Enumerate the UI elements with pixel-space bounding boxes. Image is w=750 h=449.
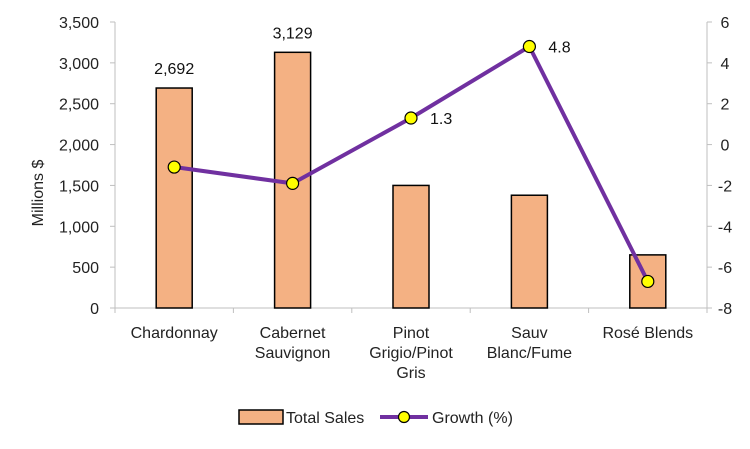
left-tick-label: 2,000 xyxy=(59,138,99,155)
bar-data-label: 3,129 xyxy=(273,25,313,42)
bar-series-total-sales xyxy=(155,51,667,309)
x-tick-label: Cabernet Sauvignon xyxy=(255,325,331,362)
bar-total-sales xyxy=(629,254,667,309)
left-tick-label: 3,000 xyxy=(59,56,99,73)
y-axis-title: Millions $ xyxy=(30,160,47,227)
x-tick-label: Pinot Grigio/Pinot Gris xyxy=(369,325,453,382)
right-tick-label: 2 xyxy=(721,97,730,114)
bar-total-sales xyxy=(392,184,430,309)
bar-data-label: 2,692 xyxy=(154,61,194,78)
growth-point xyxy=(167,160,181,174)
growth-point xyxy=(404,111,418,125)
growth-point xyxy=(286,176,300,190)
right-tick-label: -8 xyxy=(718,301,732,318)
line-data-label: 1.3 xyxy=(430,111,452,128)
right-tick-label: -4 xyxy=(718,219,732,236)
legend-swatch-growth-marker xyxy=(397,410,411,424)
data-labels: 2,692 3,129 1.3 4.8 xyxy=(154,25,571,128)
line-data-label: 4.8 xyxy=(548,40,570,57)
legend-swatch-total-sales xyxy=(238,409,284,425)
x-tick-label: Rosé Blends xyxy=(602,325,693,342)
x-tick-label: Sauv Blanc/Fume xyxy=(487,325,572,362)
left-tick-label: 2,500 xyxy=(59,97,99,114)
legend: Total Sales Growth (%) xyxy=(238,409,513,427)
x-tick-label: Chardonnay xyxy=(131,325,218,342)
right-tick-label: 0 xyxy=(721,138,730,155)
left-tick-label: 1,500 xyxy=(59,178,99,195)
right-tick-label: 6 xyxy=(721,15,730,32)
left-tick-label: 3,500 xyxy=(59,15,99,32)
right-tick-label: 4 xyxy=(721,56,730,73)
legend-label-growth: Growth (%) xyxy=(432,410,513,427)
bar-total-sales xyxy=(155,87,193,309)
growth-point xyxy=(641,274,655,289)
left-tick-label: 500 xyxy=(72,260,99,277)
legend-label-total-sales: Total Sales xyxy=(286,410,364,427)
right-tick-label: -2 xyxy=(718,178,732,195)
bar-total-sales xyxy=(510,194,549,309)
axes: 0 500 1,000 1,500 2,000 2,500 3,000 3,500 -8 -6 -4… xyxy=(59,15,732,382)
left-tick-label: 0 xyxy=(90,301,99,318)
line-series-growth xyxy=(167,39,655,289)
right-tick-label: -6 xyxy=(718,260,732,277)
growth-point xyxy=(522,39,537,54)
left-tick-label: 1,000 xyxy=(59,219,99,236)
